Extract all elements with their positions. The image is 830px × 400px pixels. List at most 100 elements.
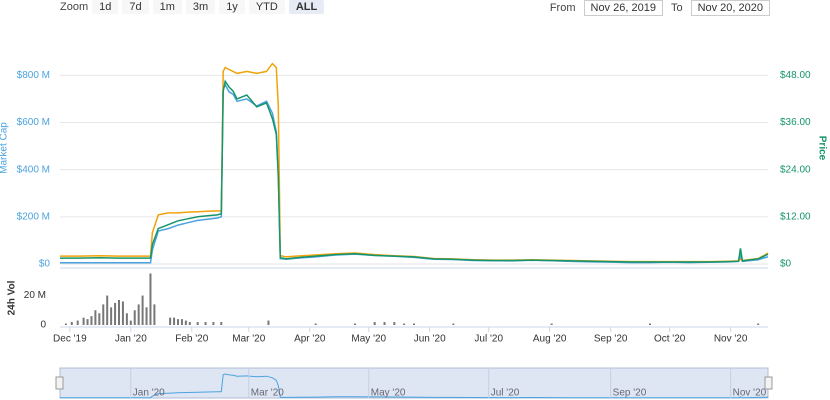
volume-bar: [125, 313, 128, 325]
volume-bar: [267, 320, 270, 325]
volume-bar: [177, 319, 179, 325]
navigator-handle[interactable]: [55, 376, 64, 390]
volume-bar: [354, 323, 356, 325]
navigator-label: May '20: [371, 388, 406, 399]
y2-axis-label: Price: [816, 136, 827, 161]
y-tick-label: 0: [40, 320, 46, 331]
volume-bar: [145, 307, 148, 325]
volume-bar: [180, 319, 183, 325]
volume-bar: [149, 273, 152, 325]
x-tick-label: Sep '20: [594, 334, 628, 345]
zoom-button[interactable]: ALL: [288, 0, 325, 14]
volume-bar: [184, 320, 187, 325]
volume-bar: [373, 322, 376, 325]
volume-bar: [76, 320, 79, 325]
volume-bar: [86, 319, 89, 325]
y2-tick-label: $12.00: [780, 211, 811, 222]
x-tick-label: Aug '20: [533, 334, 567, 345]
series-line: [60, 62, 769, 263]
volume-bar: [173, 317, 176, 325]
navigator-handle[interactable]: [764, 376, 773, 390]
volume-bar: [82, 317, 85, 325]
navigator-label: Sep '20: [613, 388, 647, 399]
volume-bar: [757, 323, 760, 325]
volume-bar: [64, 323, 67, 325]
y-tick-label: $0: [39, 259, 51, 270]
volume-bar: [121, 301, 124, 325]
volume-bar: [94, 310, 97, 325]
zoom-group: Zoom 1d 7d 1m 3m 1y YTD ALL: [60, 0, 325, 14]
volume-bar: [98, 313, 101, 325]
volume-bar: [169, 317, 172, 325]
volume-bar: [196, 322, 199, 325]
y2-tick-label: $36.00: [780, 117, 811, 128]
volume-bar: [413, 323, 415, 325]
volume-bar: [204, 322, 207, 325]
from-label: From: [549, 2, 576, 14]
x-tick-label: Jan '20: [115, 334, 147, 345]
volume-bar: [383, 322, 386, 325]
x-tick-label: May '20: [351, 334, 386, 345]
navigator-line: [60, 373, 769, 399]
x-tick-label: Dec '19: [53, 334, 87, 345]
volume-bar: [550, 323, 553, 325]
y-axis-label: Market Cap: [0, 122, 10, 174]
zoom-button[interactable]: 1y: [219, 0, 245, 14]
volume-bar: [70, 322, 73, 325]
y-tick-label: $200 M: [17, 211, 50, 222]
navigator-label: Jan '20: [133, 388, 165, 399]
volume-bar: [188, 322, 191, 325]
volume-bar: [90, 316, 93, 325]
volume-bar: [110, 307, 113, 325]
navigator-label: Mar '20: [251, 388, 284, 399]
y2-tick-label: $48.00: [780, 70, 811, 81]
x-tick-label: Mar '20: [232, 334, 265, 345]
to-input[interactable]: Nov 20, 2020: [690, 0, 770, 16]
series-line: [60, 79, 769, 263]
volume-bar: [133, 310, 136, 325]
y-tick-label: $800 M: [17, 70, 50, 81]
x-tick-label: Jun '20: [414, 334, 446, 345]
x-tick-label: Jul '20: [474, 334, 503, 345]
y-tick-label: $600 M: [17, 117, 50, 128]
navigator-label: Jul '20: [491, 388, 520, 399]
volume-bar: [212, 322, 215, 325]
volume-bar: [141, 295, 144, 325]
volume-bar: [393, 322, 396, 325]
volume-bar: [118, 299, 120, 325]
y2-tick-label: $0: [780, 259, 792, 270]
volume-bar: [314, 323, 317, 325]
volume-bar: [114, 302, 117, 325]
volume-bar: [102, 304, 105, 325]
to-label: To: [670, 2, 683, 14]
zoom-button[interactable]: 1m: [152, 0, 182, 14]
y2-tick-label: $24.00: [780, 164, 811, 175]
volume-bar: [137, 304, 140, 325]
volume-bar: [129, 320, 132, 325]
zoom-button[interactable]: 7d: [122, 0, 149, 14]
volume-bar: [220, 322, 223, 325]
y-axis-label: 24h Vol: [7, 280, 18, 315]
zoom-label: Zoom: [60, 1, 89, 13]
volume-bar: [106, 295, 109, 325]
from-input[interactable]: Nov 26, 2019: [583, 0, 663, 16]
volume-bar: [403, 323, 406, 325]
zoom-button[interactable]: 3m: [185, 0, 216, 14]
series-line: [60, 83, 769, 264]
zoom-button[interactable]: YTD: [248, 0, 285, 14]
volume-bar: [452, 323, 455, 325]
navigator-label: Nov '20: [733, 388, 767, 399]
toolbar: Zoom 1d 7d 1m 3m 1y YTD ALL From Nov 26, 2019 …: [0, 0, 830, 18]
x-tick-label: Feb '20: [175, 334, 208, 345]
volume-bar: [153, 304, 156, 325]
volume-bar: [649, 323, 651, 325]
x-tick-label: Oct '20: [654, 334, 686, 345]
x-tick-label: Apr '20: [294, 334, 326, 345]
y-tick-label: $400 M: [17, 164, 50, 175]
date-range: From Nov 26, 2019 To Nov 20, 2020: [550, 0, 770, 16]
zoom-button[interactable]: 1d: [92, 0, 119, 14]
y-tick-label: 20 M: [24, 290, 46, 301]
x-tick-label: Nov '20: [714, 334, 748, 345]
